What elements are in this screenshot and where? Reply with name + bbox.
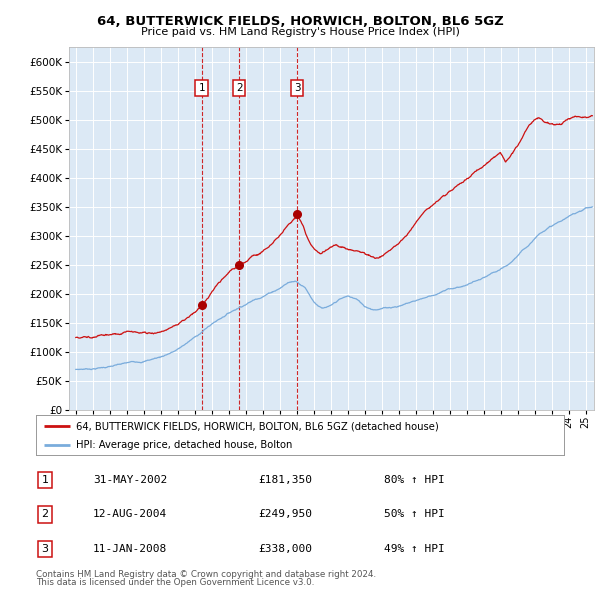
Text: 1: 1 xyxy=(41,476,49,485)
Text: 1: 1 xyxy=(199,83,205,93)
Text: 64, BUTTERWICK FIELDS, HORWICH, BOLTON, BL6 5GZ (detached house): 64, BUTTERWICK FIELDS, HORWICH, BOLTON, … xyxy=(76,421,439,431)
Text: 2: 2 xyxy=(236,83,242,93)
Text: This data is licensed under the Open Government Licence v3.0.: This data is licensed under the Open Gov… xyxy=(36,578,314,588)
Text: 50% ↑ HPI: 50% ↑ HPI xyxy=(384,510,445,519)
Text: 31-MAY-2002: 31-MAY-2002 xyxy=(93,476,167,485)
Text: HPI: Average price, detached house, Bolton: HPI: Average price, detached house, Bolt… xyxy=(76,440,292,450)
Text: 12-AUG-2004: 12-AUG-2004 xyxy=(93,510,167,519)
Text: 64, BUTTERWICK FIELDS, HORWICH, BOLTON, BL6 5GZ: 64, BUTTERWICK FIELDS, HORWICH, BOLTON, … xyxy=(97,15,503,28)
Text: £249,950: £249,950 xyxy=(258,510,312,519)
Text: 3: 3 xyxy=(41,544,49,553)
Text: 2: 2 xyxy=(41,510,49,519)
Text: Contains HM Land Registry data © Crown copyright and database right 2024.: Contains HM Land Registry data © Crown c… xyxy=(36,570,376,579)
Text: Price paid vs. HM Land Registry's House Price Index (HPI): Price paid vs. HM Land Registry's House … xyxy=(140,28,460,37)
Text: £338,000: £338,000 xyxy=(258,544,312,553)
Text: 80% ↑ HPI: 80% ↑ HPI xyxy=(384,476,445,485)
Text: 49% ↑ HPI: 49% ↑ HPI xyxy=(384,544,445,553)
Text: 11-JAN-2008: 11-JAN-2008 xyxy=(93,544,167,553)
Text: £181,350: £181,350 xyxy=(258,476,312,485)
Text: 3: 3 xyxy=(294,83,301,93)
